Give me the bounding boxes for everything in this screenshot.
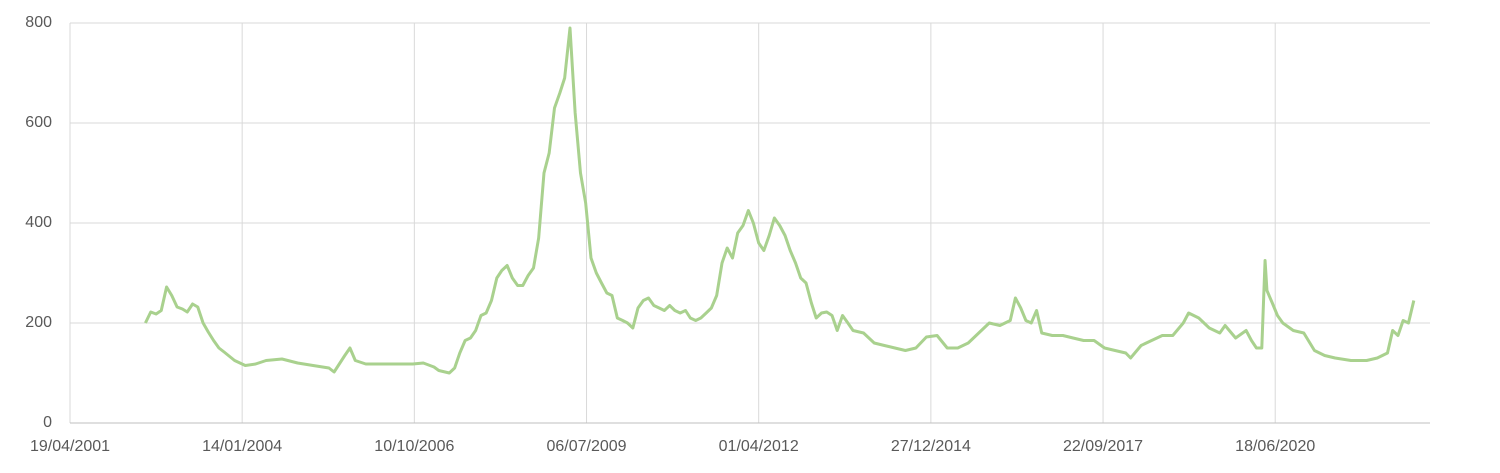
x-tick-label: 06/07/2009 xyxy=(546,438,626,455)
line-series xyxy=(144,26,1416,375)
y-tick-label: 400 xyxy=(25,214,52,231)
x-tick-label: 19/04/2001 xyxy=(30,438,110,455)
y-tick-label: 200 xyxy=(25,314,52,331)
y-tick-label: 600 xyxy=(25,114,52,131)
x-tick-label: 27/12/2014 xyxy=(891,438,971,455)
x-tick-label: 22/09/2017 xyxy=(1063,438,1143,455)
x-tick-label: 01/04/2012 xyxy=(719,438,799,455)
y-tick-label: 800 xyxy=(25,14,52,31)
x-tick-label: 14/01/2004 xyxy=(202,438,282,455)
x-tick-label: 18/06/2020 xyxy=(1235,438,1315,455)
x-tick-label: 10/10/2006 xyxy=(374,438,454,455)
y-tick-label: 0 xyxy=(43,414,52,431)
